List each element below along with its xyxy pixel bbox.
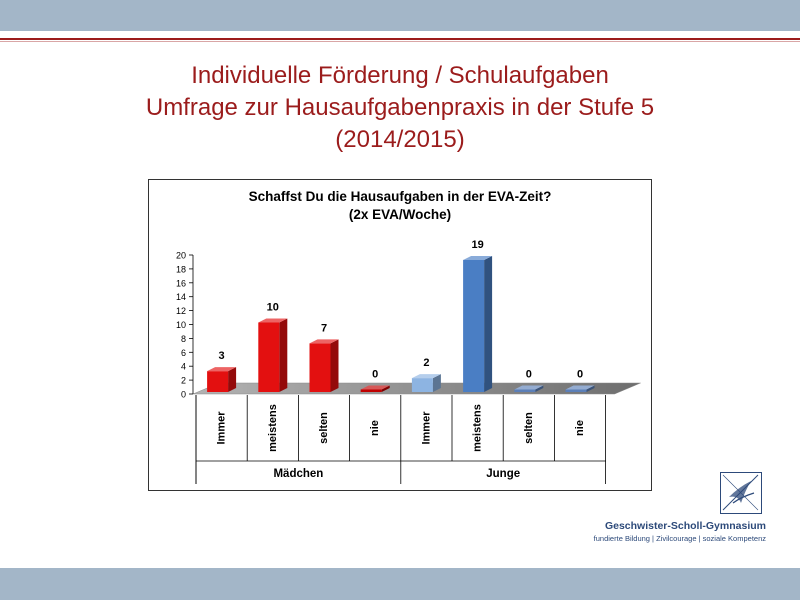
data-label: 0	[526, 369, 532, 381]
data-label: 0	[372, 369, 378, 381]
bar-top	[309, 339, 339, 344]
bar-top	[463, 255, 493, 260]
x-tick-label: meistens	[267, 404, 279, 452]
bar	[258, 322, 280, 392]
bar	[207, 371, 229, 392]
bottom-band	[0, 568, 800, 600]
x-tick-label: meistens	[472, 404, 484, 452]
slide-title-line-1: Individuelle Förderung / Schulaufgaben	[191, 62, 609, 89]
x-tick-label: nie	[574, 420, 586, 436]
y-tick-label: 14	[176, 292, 186, 302]
logo-emblem-icon	[720, 472, 762, 514]
bar-top	[514, 385, 544, 390]
bar	[411, 378, 433, 392]
bar-side	[228, 367, 237, 392]
top-band	[0, 0, 800, 31]
y-tick-label: 10	[176, 320, 186, 330]
bar-top	[411, 374, 441, 379]
bar-side	[381, 385, 390, 392]
bar-top	[360, 385, 390, 390]
bar-chart: 0 2 4 6 8 10 12 14 16 18 20 3 10 7 0 2 19 0 0 Immer meistens…	[176, 239, 641, 484]
top-rule	[0, 38, 800, 40]
data-label: 0	[577, 369, 583, 381]
x-tick-label: nie	[369, 420, 381, 436]
logo-school-name: Geschwister-Scholl-Gymnasium	[604, 520, 766, 532]
group-label: Mädchen	[273, 468, 323, 480]
slide-title-line-3: (2014/2015)	[335, 126, 465, 153]
logo-tagline: fundierte Bildung | Zivilcourage | sozia…	[593, 534, 766, 543]
x-tick-label: Immer	[420, 411, 432, 445]
top-rule-light	[0, 41, 800, 42]
bar-side	[279, 318, 288, 392]
y-tick-label: 16	[176, 278, 186, 288]
bar-side	[330, 339, 339, 392]
bar-side	[586, 385, 595, 392]
bar-side	[432, 374, 441, 392]
x-tick-label: selten	[523, 412, 535, 444]
x-tick-label: Immer	[216, 411, 228, 445]
bar	[565, 389, 587, 392]
chart-title: Schaffst Du die Hausaufgaben in der EVA-…	[149, 188, 651, 224]
bar	[360, 389, 382, 392]
data-label: 7	[321, 322, 327, 334]
bar-side	[535, 385, 544, 392]
y-tick-label: 0	[181, 390, 186, 400]
chart-frame: Schaffst Du die Hausaufgaben in der EVA-…	[148, 179, 652, 491]
y-tick-label: 8	[181, 334, 186, 344]
bar	[309, 343, 331, 392]
slide-title-line-2: Umfrage zur Hausaufgabenpraxis in der St…	[145, 94, 655, 121]
y-tick-label: 20	[176, 251, 186, 261]
bar-top	[207, 367, 237, 372]
bar-side	[484, 255, 493, 392]
chart-title-line-2: (2x EVA/Woche)	[348, 207, 452, 222]
y-tick-label: 12	[176, 306, 186, 316]
y-tick-label: 4	[181, 362, 186, 372]
data-label: 2	[423, 357, 429, 369]
y-tick-label: 18	[176, 264, 186, 274]
bar-top	[565, 385, 595, 390]
bar	[463, 259, 485, 392]
bar	[514, 389, 536, 392]
bar-top	[258, 318, 288, 323]
y-tick-label: 2	[181, 376, 186, 386]
y-tick-label: 6	[181, 348, 186, 358]
group-label: Junge	[486, 468, 520, 480]
data-label: 19	[471, 239, 483, 251]
chart-title-line-1: Schaffst Du die Hausaufgaben in der EVA-…	[248, 189, 552, 204]
data-label: 3	[219, 350, 225, 362]
school-logo: Geschwister-Scholl-Gymnasium fundierte B…	[590, 470, 780, 550]
x-tick-label: selten	[318, 412, 330, 444]
data-label: 10	[267, 302, 279, 314]
slide-title: Individuelle Förderung / Schulaufgaben U…	[60, 60, 740, 156]
